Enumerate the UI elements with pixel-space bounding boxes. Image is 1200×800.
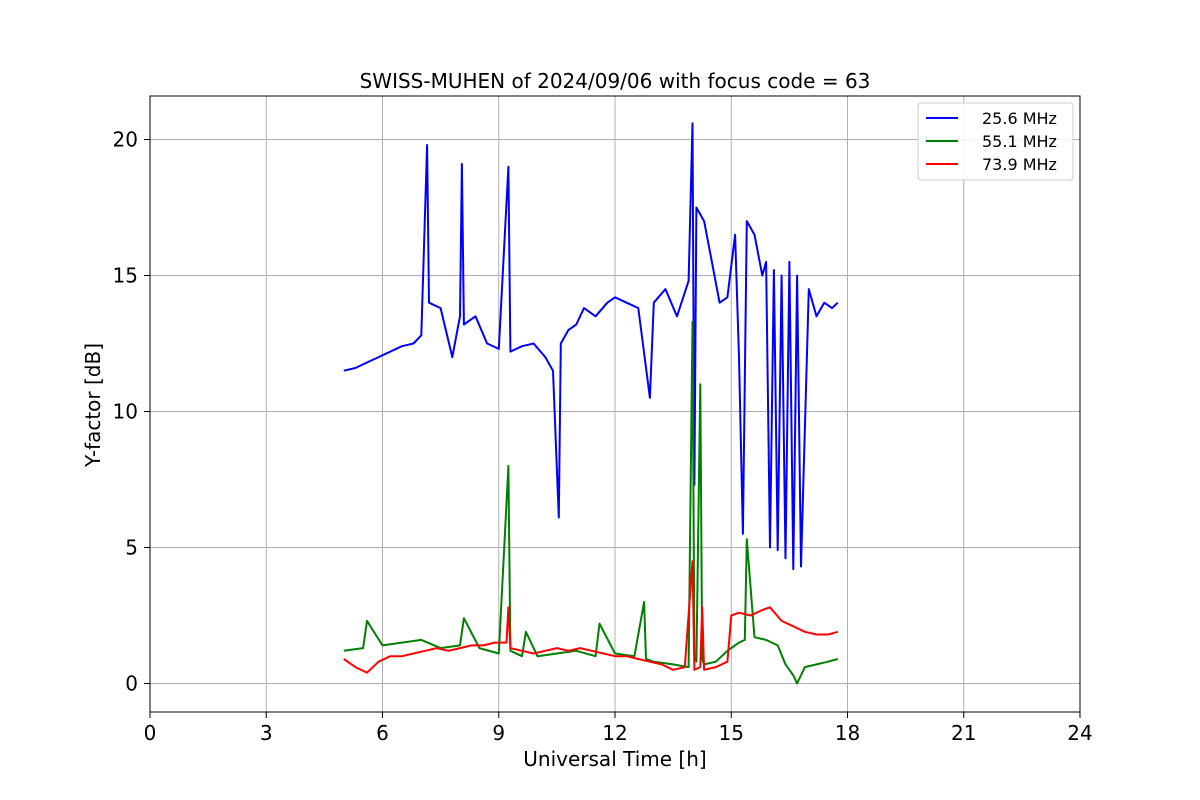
y-tick-label: 5 [125, 535, 138, 559]
legend-label: 25.6 MHz [982, 109, 1057, 128]
x-axis: 0 3 6 9 12 15 18 21 24 [144, 712, 1093, 745]
series-line-2 [343, 320, 839, 685]
y-tick-label: 10 [113, 399, 138, 423]
x-tick-label: 3 [260, 721, 273, 745]
x-tick-label: 6 [376, 721, 389, 745]
series-line-3 [343, 560, 839, 674]
x-tick-label: 24 [1067, 721, 1092, 745]
legend-label: 73.9 MHz [982, 155, 1057, 174]
x-axis-label: Universal Time [h] [523, 747, 706, 771]
grid [149, 96, 1081, 712]
legend-box [917, 102, 1074, 181]
x-tick-label: 12 [602, 721, 627, 745]
legend-label: 55.1 MHz [982, 132, 1057, 151]
x-tick-label: 15 [719, 721, 744, 745]
x-tick-label: 9 [492, 721, 505, 745]
y-tick-label: 20 [113, 128, 138, 152]
x-tick-label: 18 [835, 721, 860, 745]
y-axis-label: Y-factor [dB] [81, 343, 105, 468]
legend: 25.6 MHz 55.1 MHz 73.9 MHz [917, 102, 1074, 181]
series-group [343, 122, 839, 685]
series-line-1 [343, 122, 839, 571]
x-tick-label: 21 [951, 721, 976, 745]
chart-title: SWISS-MUHEN of 2024/09/06 with focus cod… [360, 69, 871, 93]
y-tick-label: 15 [113, 263, 138, 287]
x-tick-label: 0 [144, 721, 157, 745]
y-axis: 0 5 10 15 20 [113, 128, 150, 695]
y-tick-label: 0 [125, 671, 138, 695]
